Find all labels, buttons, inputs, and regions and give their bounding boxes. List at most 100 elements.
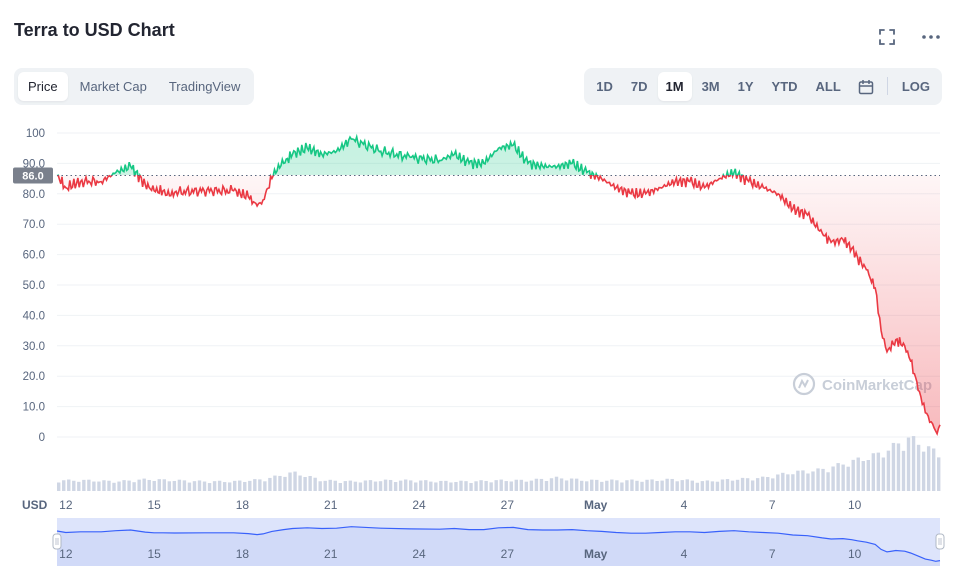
range-1m[interactable]: 1M [657, 72, 692, 101]
navigator-handle-right[interactable] [935, 533, 945, 550]
volume-bar [439, 480, 443, 491]
volume-bar [268, 477, 272, 491]
volume-bar [72, 480, 76, 491]
price-area-up [112, 136, 740, 175]
navigator-tick-label: 15 [147, 547, 161, 561]
volume-bar [871, 453, 876, 491]
chart-title: Terra to USD Chart [14, 20, 175, 40]
chart-watermark: CoinMarketCap [792, 372, 932, 396]
volume-bar [539, 478, 544, 491]
range-7d[interactable]: 7D [630, 79, 648, 94]
volume-bar [886, 450, 891, 491]
volume-bar [469, 483, 473, 491]
volume-bar [308, 476, 312, 491]
y-tick-label: 50.0 [23, 280, 45, 292]
volume-bar [796, 470, 800, 491]
volume-bar [650, 479, 654, 491]
navigator-tick-label: 10 [848, 547, 862, 561]
volume-bar [695, 482, 700, 491]
volume-bar [630, 479, 634, 491]
price-chart[interactable]: 100 90.0 80.0 70.0 60.0 50.0 40.0 30.0 20.0 10.0 0… [0, 110, 966, 581]
log-toggle[interactable]: LOG [901, 79, 930, 94]
navigator-tick-label: 18 [236, 547, 250, 561]
volume-bar [162, 479, 166, 491]
volume-bar [398, 480, 403, 491]
volume-bar [283, 476, 287, 491]
chart-type-tabs: Price Market Cap TradingView [14, 68, 255, 105]
tab-tradingview[interactable]: TradingView [168, 79, 241, 94]
volume-bar [333, 480, 337, 491]
navigator-area [57, 526, 940, 566]
expand-icon[interactable] [876, 26, 898, 48]
volume-bar [836, 463, 840, 491]
volume-bar [177, 479, 182, 491]
tab-market-cap[interactable]: Market Cap [79, 79, 147, 94]
volume-bar [373, 481, 378, 491]
range-navigator[interactable]: 12 15 18 21 24 27 May 4 7 10 [52, 518, 945, 566]
volume-bar [313, 477, 317, 491]
volume-bar [87, 479, 91, 491]
volume-bar [368, 480, 373, 491]
x-tick-label: 27 [501, 498, 515, 512]
navigator-handle-left[interactable] [52, 533, 62, 550]
volume-bar [761, 476, 765, 491]
volume-bar [117, 481, 121, 491]
volume-bar [831, 466, 835, 491]
volume-bar [383, 479, 388, 491]
volume-bar [353, 481, 358, 491]
volume-bar [67, 479, 71, 491]
volume-bar [896, 443, 901, 491]
volume-bar [665, 478, 669, 491]
calendar-icon[interactable] [851, 72, 881, 101]
volume-bar [253, 479, 257, 491]
y-tick-label: 90.0 [23, 158, 45, 170]
chart-toolbar-icons [876, 26, 942, 48]
volume-bar [107, 480, 111, 491]
volume-bar [595, 479, 599, 491]
volume-bar [861, 461, 865, 491]
more-horizontal-icon[interactable] [920, 26, 942, 48]
volume-bar [600, 481, 604, 491]
volume-bar [152, 480, 156, 491]
volume-bar [182, 480, 187, 491]
volume-bar [238, 480, 242, 491]
volume-bar [891, 442, 896, 491]
volume-bar [841, 464, 845, 491]
volume-bar [590, 479, 594, 491]
volume-bar [534, 478, 539, 491]
volume-bar [227, 482, 232, 491]
volume-bar [574, 478, 579, 491]
volume-bar [544, 481, 549, 491]
price-area-down [57, 175, 940, 434]
volume-bar [167, 481, 172, 491]
volume-bar [801, 470, 805, 491]
coinmarketcap-logo-icon [792, 372, 816, 396]
range-1d[interactable]: 1D [596, 79, 613, 94]
range-ytd[interactable]: YTD [771, 79, 798, 94]
volume-bar [429, 481, 433, 491]
watermark-text: CoinMarketCap [822, 377, 932, 394]
volume-bar [660, 480, 664, 491]
tab-price[interactable]: Price [18, 72, 68, 101]
range-1y[interactable]: 1Y [737, 79, 754, 94]
volume-bar [740, 477, 745, 491]
volume-bar [781, 472, 785, 491]
volume-bar [137, 479, 141, 491]
volume-bar [318, 481, 322, 491]
volume-bar [298, 475, 302, 491]
range-divider [886, 77, 888, 95]
navigator-tick-label: May [584, 547, 608, 561]
y-tick-label: 10.0 [23, 402, 45, 414]
volume-bar [549, 478, 554, 491]
x-tick-label: 10 [848, 498, 862, 512]
volume-bar [735, 479, 740, 491]
y-axis: 100 90.0 80.0 70.0 60.0 50.0 40.0 30.0 20.0 10.0 0 [23, 128, 45, 444]
volume-bar [343, 481, 348, 491]
volume-bar [484, 480, 488, 491]
volume-bar [102, 480, 106, 491]
volume-bar [444, 480, 448, 491]
volume-bar [207, 483, 212, 491]
navigator-line [56, 526, 941, 562]
range-all[interactable]: ALL [815, 79, 841, 94]
range-3m[interactable]: 3M [701, 79, 720, 94]
